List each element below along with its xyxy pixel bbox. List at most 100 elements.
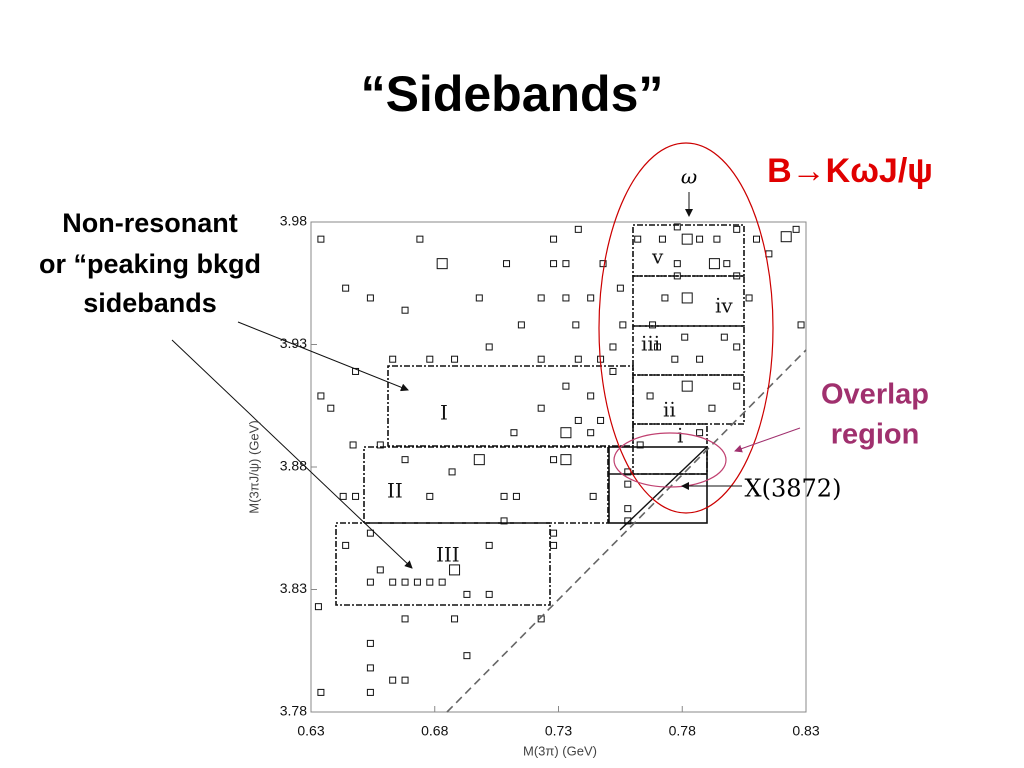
bin-box: [708, 404, 716, 412]
bin-box: [550, 260, 558, 268]
x-tick-label: 0.78: [669, 723, 696, 739]
bin-box: [681, 233, 693, 245]
bin-box: [624, 517, 632, 525]
bin-box: [560, 454, 572, 466]
bin-box: [797, 321, 805, 329]
bin-box: [765, 250, 773, 258]
x-tick-label: 0.68: [421, 723, 448, 739]
region-label: III: [436, 543, 460, 567]
bin-box: [609, 367, 617, 375]
bin-box: [572, 321, 580, 329]
bin-box: [327, 404, 335, 412]
bin-box: [376, 566, 384, 574]
arrow: [734, 427, 801, 453]
arrow: [237, 321, 409, 392]
bin-box: [463, 652, 471, 660]
bin-box: [463, 590, 471, 598]
bin-box: [366, 688, 374, 696]
bin-box: [475, 294, 483, 302]
region-label: ii: [663, 398, 676, 422]
bin-box: [587, 429, 595, 437]
bin-box: [658, 235, 666, 243]
bin-box: [574, 416, 582, 424]
bin-box: [413, 578, 421, 586]
omega-label: ω: [681, 165, 697, 189]
bin-box: [376, 441, 384, 449]
arrow: [171, 339, 413, 569]
bin-box: [599, 260, 607, 268]
bin-box: [366, 578, 374, 586]
bin-box: [550, 529, 558, 537]
bin-box: [550, 541, 558, 549]
bin-box: [342, 541, 350, 549]
bin-box: [537, 615, 545, 623]
region-label: iv: [715, 294, 733, 318]
region-label: i: [677, 424, 683, 448]
bin-box: [389, 578, 397, 586]
x-axis-label: M(3π) (GeV): [523, 743, 597, 758]
bin-box: [512, 492, 520, 500]
region-label: I: [440, 401, 448, 425]
bin-box: [366, 294, 374, 302]
bin-box: [616, 284, 624, 292]
bin-box: [401, 306, 409, 314]
bin-box: [673, 223, 681, 231]
bin-box: [696, 355, 704, 363]
bin-box: [436, 258, 448, 270]
bin-box: [624, 505, 632, 513]
bin-box: [366, 529, 374, 537]
bin-box: [597, 416, 605, 424]
bin-box: [696, 235, 704, 243]
bin-box: [342, 284, 350, 292]
y-tick-label: 3.88: [280, 458, 307, 474]
bin-box: [401, 578, 409, 586]
bin-box: [661, 294, 669, 302]
bin-box: [449, 564, 461, 576]
bin-box: [708, 258, 720, 270]
bin-box: [560, 427, 572, 439]
bin-box: [352, 492, 360, 500]
bin-box: [609, 343, 617, 351]
y-tick-label: 3.78: [280, 703, 307, 719]
bin-box: [646, 392, 654, 400]
bin-box: [426, 578, 434, 586]
bin-box: [473, 454, 485, 466]
bin-box: [389, 676, 397, 684]
bin-box: [681, 380, 693, 392]
bin-box: [574, 225, 582, 233]
y-axis-label: M(3πJ/ψ) (GeV): [246, 420, 261, 513]
bin-box: [537, 404, 545, 412]
region-label: v: [651, 245, 664, 269]
bin-box: [745, 294, 753, 302]
bin-box: [671, 355, 679, 363]
bin-box: [723, 260, 731, 268]
bin-box: [673, 260, 681, 268]
bin-box: [587, 392, 595, 400]
bin-box: [562, 382, 570, 390]
slide-title: “Sidebands”: [361, 66, 664, 122]
x3872-label: X(3872): [745, 475, 842, 503]
bin-box: [550, 235, 558, 243]
bin-box: [517, 321, 525, 329]
annotation-line: Overlap: [821, 379, 929, 411]
bin-box: [366, 664, 374, 672]
annotation-line: Non-resonant: [62, 208, 238, 238]
region-label: iii: [641, 332, 660, 356]
region-boxes: [335, 224, 807, 713]
bin-box: [537, 294, 545, 302]
bin-box: [619, 321, 627, 329]
bin-box: [634, 235, 642, 243]
bin-box: [587, 294, 595, 302]
bin-box: [401, 615, 409, 623]
bin-box: [317, 392, 325, 400]
bin-box: [500, 492, 508, 500]
bin-box: [500, 517, 508, 525]
bin-box: [624, 480, 632, 488]
bin-box: [317, 235, 325, 243]
annotation-line: sidebands: [83, 288, 217, 318]
bin-box: [451, 615, 459, 623]
bin-box: [696, 429, 704, 437]
y-tick-label: 3.93: [280, 335, 307, 351]
bin-box: [349, 441, 357, 449]
